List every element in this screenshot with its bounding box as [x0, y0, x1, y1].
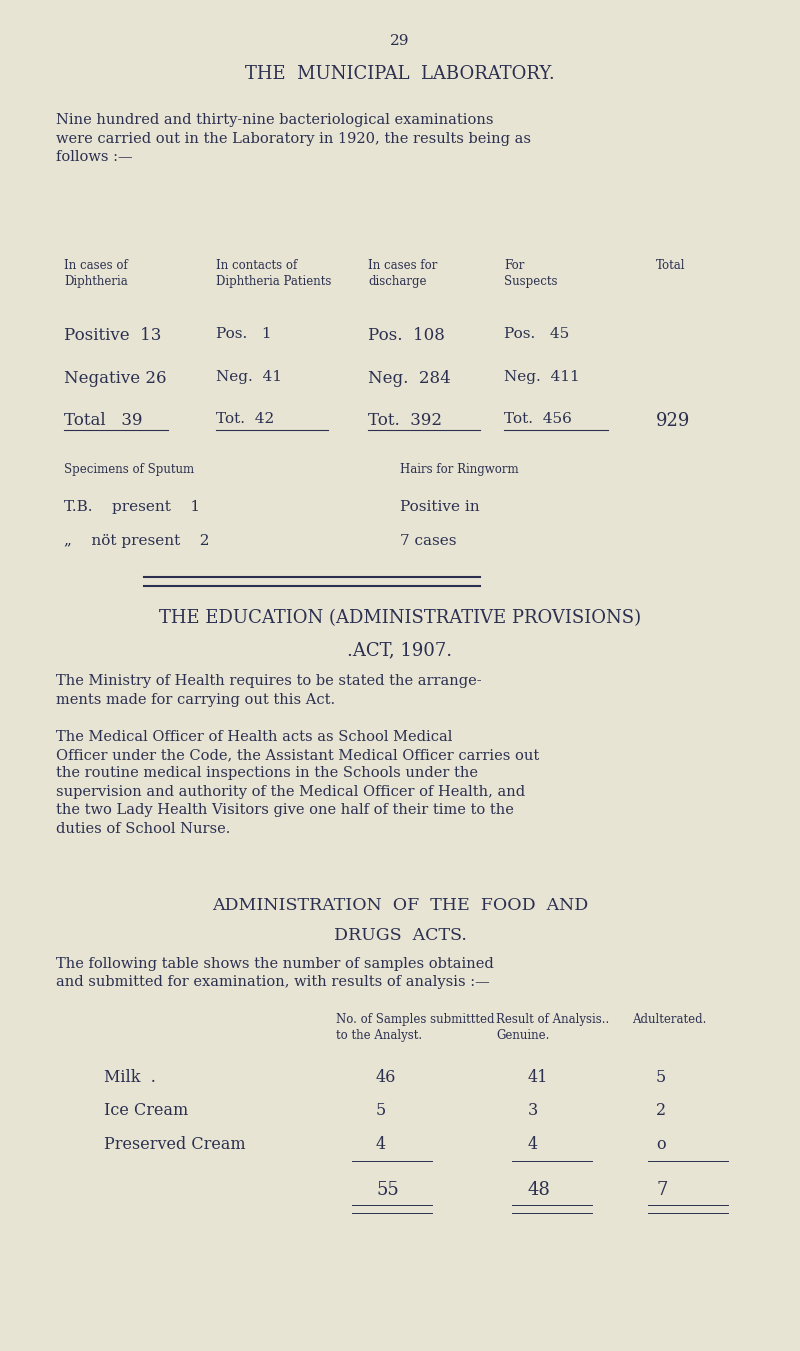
Text: Specimens of Sputum: Specimens of Sputum — [64, 463, 194, 477]
Text: Adulterated.: Adulterated. — [632, 1013, 706, 1027]
Text: Pos.   1: Pos. 1 — [216, 327, 272, 340]
Text: The Ministry of Health requires to be stated the arrange-
ments made for carryin: The Ministry of Health requires to be st… — [56, 674, 482, 707]
Text: Pos.   45: Pos. 45 — [504, 327, 570, 340]
Text: Tot.  42: Tot. 42 — [216, 412, 274, 426]
Text: For
Suspects: For Suspects — [504, 259, 558, 288]
Text: Negative 26: Negative 26 — [64, 370, 166, 388]
Text: o: o — [656, 1136, 666, 1154]
Text: In contacts of
Diphtheria Patients: In contacts of Diphtheria Patients — [216, 259, 331, 288]
Text: 48: 48 — [528, 1181, 551, 1198]
Text: The following table shows the number of samples obtained
and submitted for exami: The following table shows the number of … — [56, 957, 494, 989]
Text: In cases for
discharge: In cases for discharge — [368, 259, 438, 288]
Text: ADMINISTRATION  OF  THE  FOOD  AND: ADMINISTRATION OF THE FOOD AND — [212, 897, 588, 915]
Text: 55: 55 — [376, 1181, 398, 1198]
Text: 4: 4 — [376, 1136, 386, 1154]
Text: Positive in: Positive in — [400, 500, 480, 513]
Text: 5: 5 — [376, 1102, 386, 1120]
Text: Neg.  284: Neg. 284 — [368, 370, 450, 388]
Text: .ACT, 1907.: .ACT, 1907. — [347, 642, 453, 659]
Text: No. of Samples submittted
to the Analyst.: No. of Samples submittted to the Analyst… — [336, 1013, 494, 1042]
Text: 5: 5 — [656, 1069, 666, 1086]
Text: 4: 4 — [528, 1136, 538, 1154]
Text: T.B.    present    1: T.B. present 1 — [64, 500, 200, 513]
Text: Nine hundred and thirty-nine bacteriological examinations
were carried out in th: Nine hundred and thirty-nine bacteriolog… — [56, 113, 531, 165]
Text: 7 cases: 7 cases — [400, 534, 457, 547]
Text: „    nöt present    2: „ nöt present 2 — [64, 534, 210, 547]
Text: DRUGS  ACTS.: DRUGS ACTS. — [334, 927, 466, 944]
Text: Milk  .: Milk . — [104, 1069, 156, 1086]
Text: Hairs for Ringworm: Hairs for Ringworm — [400, 463, 518, 477]
Text: 46: 46 — [376, 1069, 396, 1086]
Text: Total: Total — [656, 259, 686, 273]
Text: In cases of
Diphtheria: In cases of Diphtheria — [64, 259, 128, 288]
Text: Result of Analysis..
Genuine.: Result of Analysis.. Genuine. — [496, 1013, 610, 1042]
Text: Total   39: Total 39 — [64, 412, 142, 430]
Text: 2: 2 — [656, 1102, 666, 1120]
Text: 3: 3 — [528, 1102, 538, 1120]
Text: Preserved Cream: Preserved Cream — [104, 1136, 246, 1154]
Text: Pos.  108: Pos. 108 — [368, 327, 445, 345]
Text: 41: 41 — [528, 1069, 548, 1086]
Text: 929: 929 — [656, 412, 690, 430]
Text: THE  MUNICIPAL  LABORATORY.: THE MUNICIPAL LABORATORY. — [245, 65, 555, 82]
Text: THE EDUCATION (ADMINISTRATIVE PROVISIONS): THE EDUCATION (ADMINISTRATIVE PROVISIONS… — [159, 609, 641, 627]
Text: Ice Cream: Ice Cream — [104, 1102, 188, 1120]
Text: 7: 7 — [656, 1181, 667, 1198]
Text: Neg.  41: Neg. 41 — [216, 370, 282, 384]
Text: Tot.  456: Tot. 456 — [504, 412, 572, 426]
Text: Neg.  411: Neg. 411 — [504, 370, 580, 384]
Text: 29: 29 — [390, 34, 410, 47]
Text: Tot.  392: Tot. 392 — [368, 412, 442, 430]
Text: The Medical Officer of Health acts as School Medical
Officer under the Code, the: The Medical Officer of Health acts as Sc… — [56, 730, 539, 835]
Text: Positive  13: Positive 13 — [64, 327, 162, 345]
